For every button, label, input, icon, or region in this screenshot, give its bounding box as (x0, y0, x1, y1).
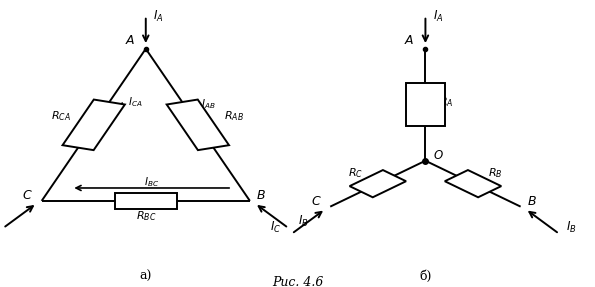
Text: $R_A$: $R_A$ (439, 95, 453, 108)
Text: б): б) (419, 270, 431, 283)
Text: $R_C$: $R_C$ (348, 166, 363, 180)
Bar (350, 170, 406, 197)
Bar (62, 100, 125, 150)
Text: $C$: $C$ (311, 195, 321, 208)
Text: $I_{AB}$: $I_{AB}$ (201, 98, 215, 111)
Text: $R_{CA}$: $R_{CA}$ (51, 109, 71, 123)
Text: $A$: $A$ (405, 34, 415, 47)
Text: $B$: $B$ (527, 195, 536, 208)
Text: а): а) (140, 270, 152, 283)
Text: $R_{BC}$: $R_{BC}$ (136, 210, 156, 223)
Text: $I_A$: $I_A$ (433, 9, 443, 24)
Text: $I_C$: $I_C$ (270, 220, 281, 234)
Text: $R_{AB}$: $R_{AB}$ (224, 109, 243, 123)
Text: $I_B$: $I_B$ (298, 214, 308, 229)
Text: $C$: $C$ (22, 189, 33, 202)
Text: $A$: $A$ (125, 34, 135, 47)
Bar (445, 170, 501, 197)
Text: $B$: $B$ (256, 189, 265, 202)
Text: $I_A$: $I_A$ (153, 9, 164, 24)
Text: $I_B$: $I_B$ (566, 220, 577, 234)
Text: $I_{BC}$: $I_{BC}$ (144, 175, 159, 189)
Text: $O$: $O$ (433, 149, 443, 162)
Bar (406, 84, 445, 126)
Bar (167, 100, 229, 150)
Bar (114, 193, 177, 209)
Text: $R_B$: $R_B$ (488, 166, 502, 180)
Text: Рис. 4.6: Рис. 4.6 (272, 276, 323, 287)
Text: $I_{CA}$: $I_{CA}$ (128, 95, 142, 109)
